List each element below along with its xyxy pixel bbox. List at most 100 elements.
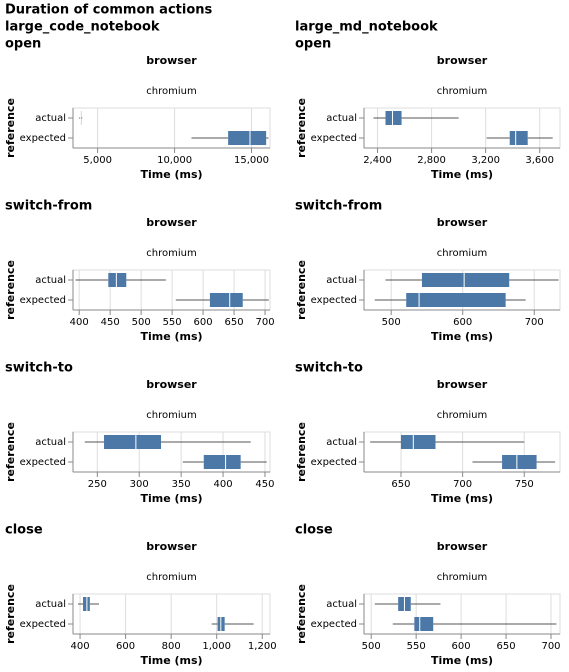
y-axis-title: reference <box>295 422 308 482</box>
y-tick-label: actual <box>35 437 66 448</box>
x-axis-title: Time (ms) <box>431 168 493 181</box>
box <box>421 273 510 287</box>
facet-label: chromium <box>146 248 196 259</box>
y-axis-title: reference <box>295 584 308 644</box>
y-tick-label: expected <box>311 133 357 144</box>
y-tick-label: expected <box>311 457 357 468</box>
subplot-title: close <box>5 523 43 538</box>
y-tick-label: expected <box>20 619 66 630</box>
box <box>502 455 537 469</box>
y-tick-label: expected <box>20 295 66 306</box>
column-title: browser <box>437 540 488 553</box>
x-tick-label: 700 <box>525 317 544 328</box>
box <box>203 455 241 469</box>
x-tick-label: 350 <box>172 479 191 490</box>
x-axis-title: Time (ms) <box>140 330 202 343</box>
x-tick-label: 300 <box>130 479 149 490</box>
y-axis-title: reference <box>295 260 308 320</box>
box <box>228 131 267 145</box>
x-tick-label: 600 <box>194 317 213 328</box>
x-tick-label: 800 <box>162 641 181 652</box>
x-tick-label: 650 <box>391 479 410 490</box>
column-title: browser <box>146 54 197 67</box>
box <box>400 435 436 449</box>
x-tick-label: 5,000 <box>83 155 112 166</box>
subplot-title: switch-to <box>5 361 73 376</box>
x-tick-label: 400 <box>71 641 90 652</box>
box <box>414 617 434 631</box>
y-tick-label: actual <box>326 437 357 448</box>
x-tick-label: 250 <box>88 479 107 490</box>
x-tick-label: 2,400 <box>363 155 392 166</box>
y-tick-label: actual <box>326 113 357 124</box>
x-tick-label: 500 <box>132 317 151 328</box>
x-tick-label: 500 <box>362 641 381 652</box>
y-tick-label: expected <box>20 457 66 468</box>
x-axis-title: Time (ms) <box>140 168 202 181</box>
y-axis-title: reference <box>4 260 17 320</box>
box <box>108 273 127 287</box>
subplot-title: switch-to <box>295 361 363 376</box>
x-tick-label: 700 <box>255 317 274 328</box>
y-tick-label: actual <box>326 275 357 286</box>
box <box>104 435 162 449</box>
subplot-title: large_md_notebook <box>295 20 438 35</box>
x-tick-label: 400 <box>70 317 89 328</box>
column-title: browser <box>437 378 488 391</box>
y-axis-title: reference <box>295 98 308 158</box>
box <box>509 131 528 145</box>
x-tick-label: 400 <box>214 479 233 490</box>
x-tick-label: 700 <box>453 479 472 490</box>
column-title: browser <box>146 378 197 391</box>
x-tick-label: 550 <box>163 317 182 328</box>
y-tick-label: expected <box>311 619 357 630</box>
x-tick-label: 600 <box>453 317 472 328</box>
x-tick-label: 650 <box>225 317 244 328</box>
y-tick-label: actual <box>35 599 66 610</box>
column-title: browser <box>437 216 488 229</box>
subplot-title: open <box>295 37 331 52</box>
x-tick-label: 550 <box>407 641 426 652</box>
column-title: browser <box>437 54 488 67</box>
y-tick-label: expected <box>20 133 66 144</box>
subplot-title: switch-from <box>5 199 92 214</box>
facet-label: chromium <box>437 572 487 583</box>
x-tick-label: 600 <box>116 641 135 652</box>
subplot-title: close <box>295 523 333 538</box>
column-title: browser <box>146 216 197 229</box>
y-axis-title: reference <box>4 422 17 482</box>
box <box>209 293 243 307</box>
x-tick-label: 600 <box>452 641 471 652</box>
y-axis-title: reference <box>4 584 17 644</box>
x-tick-label: 1,200 <box>248 641 277 652</box>
facet-label: chromium <box>146 572 196 583</box>
x-tick-label: 700 <box>541 641 560 652</box>
x-axis-title: Time (ms) <box>431 654 493 667</box>
x-axis-title: Time (ms) <box>140 492 202 505</box>
y-tick-label: expected <box>311 295 357 306</box>
x-axis-title: Time (ms) <box>431 492 493 505</box>
x-tick-label: 500 <box>382 317 401 328</box>
subplot-title: large_code_notebook <box>5 20 160 35</box>
y-axis-title: reference <box>4 98 17 158</box>
x-tick-label: 3,200 <box>471 155 500 166</box>
y-tick-label: actual <box>35 275 66 286</box>
x-tick-label: 450 <box>255 479 274 490</box>
x-axis-title: Time (ms) <box>431 330 493 343</box>
y-tick-label: actual <box>35 113 66 124</box>
x-tick-label: 15,000 <box>234 155 269 166</box>
x-axis-title: Time (ms) <box>140 654 202 667</box>
x-tick-label: 2,800 <box>417 155 446 166</box>
plot-frame <box>363 593 561 635</box>
facet-label: chromium <box>146 410 196 421</box>
facet-label: chromium <box>437 248 487 259</box>
facet-label: chromium <box>146 86 196 97</box>
x-tick-label: 650 <box>497 641 516 652</box>
y-tick-label: actual <box>326 599 357 610</box>
subplot-title: switch-from <box>295 199 382 214</box>
x-tick-label: 1,000 <box>202 641 231 652</box>
facet-label: chromium <box>437 410 487 421</box>
box <box>406 293 506 307</box>
page-title: Duration of common actions <box>5 3 213 18</box>
